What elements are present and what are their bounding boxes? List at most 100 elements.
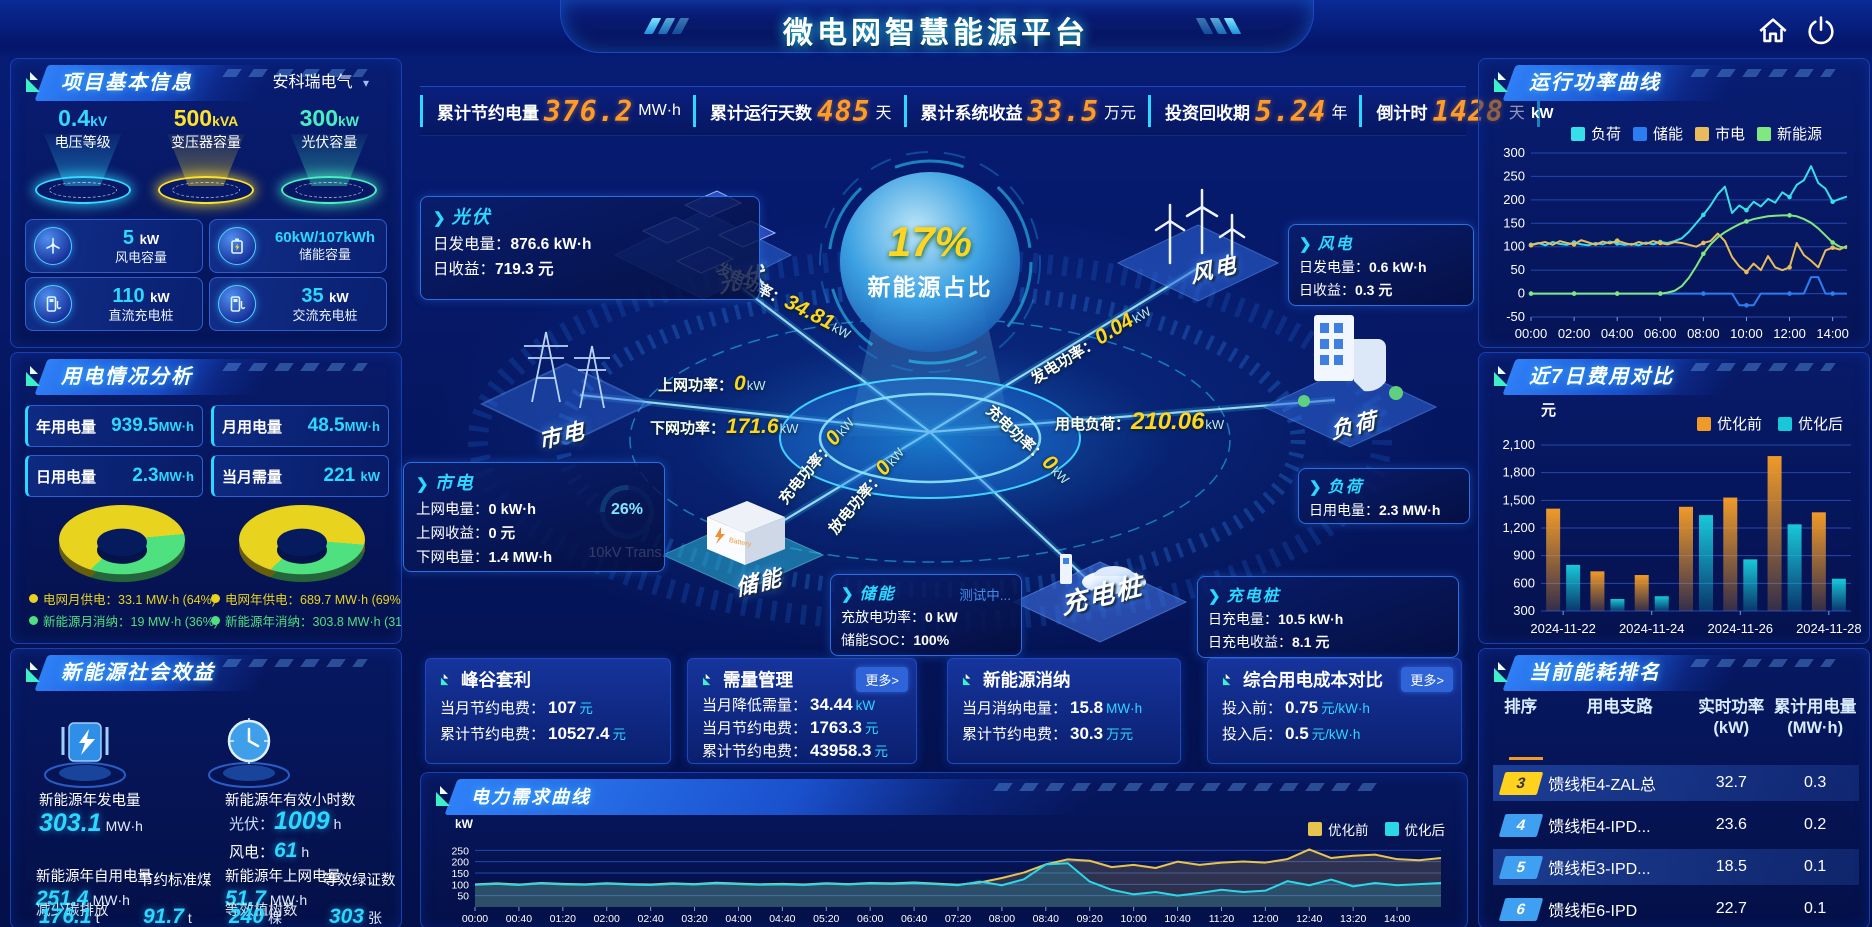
svg-text:900: 900 [1513, 548, 1535, 563]
legend-item[interactable]: 市电 [1695, 123, 1745, 144]
svg-text:05:20: 05:20 [813, 913, 839, 925]
cost-compare-chart: 300 600 900 1,200 1,500 1,800 2,100 2024-11-22 2… [1502, 437, 1861, 636]
rank-badge: 3 [1498, 771, 1543, 795]
y-axis-unit: kW [455, 817, 473, 831]
benefit-coal-label: 节约标准煤 [139, 873, 212, 889]
info-box-load: ❯ 负荷 日用电量：2.3 MW·h [1298, 468, 1470, 524]
rank-table-header: 排序 用电支路 实时功率 (kW) 累计用电量 (MW·h) [1504, 698, 1857, 737]
benefit-self-value: 251.4 MW·h [36, 887, 130, 910]
more-button[interactable]: 更多> [856, 667, 908, 692]
chevron-right-icon: ❯ [416, 476, 429, 493]
kpi-payback: 投资回收期 5.24 年 [1148, 95, 1359, 128]
y-axis-unit: 元 [1541, 402, 1557, 419]
benefit-hours-label: 新能源年有效小时数 [225, 793, 356, 809]
svg-text:12:40: 12:40 [1296, 913, 1322, 925]
run-legend: 负荷 储能 市电 新能源 [1571, 123, 1822, 144]
legend-item[interactable]: 优化前 [1696, 413, 1762, 434]
donut-year-supply [239, 505, 365, 582]
company-selector[interactable]: 安科瑞电气 ▾ [273, 63, 370, 103]
svg-text:00:40: 00:40 [506, 913, 532, 925]
panel-run-power: 运行功率曲线 kW 负荷 储能 市电 新能源 -50 0 50 100 150 200 25… [1478, 58, 1870, 348]
svg-text:08:00: 08:00 [1687, 326, 1720, 341]
svg-text:11:20: 11:20 [1209, 913, 1235, 925]
benefit-certs-label: 等效绿证数 [323, 873, 396, 889]
svg-text:Battery: Battery [729, 537, 752, 549]
svg-text:200: 200 [451, 857, 469, 869]
home-icon[interactable] [1756, 14, 1790, 48]
legend-renew-year: 新能源年消纳：303.8 MW·h (31%) [211, 611, 401, 630]
legend-item[interactable]: 优化前 [1308, 819, 1369, 839]
table-row[interactable]: 6 馈线柜6-IPD 22.7 0.1 [1493, 891, 1859, 927]
stat-storage-capacity: 60kW/107kWh 储能容量 [209, 219, 387, 273]
svg-text:100: 100 [1503, 239, 1525, 254]
svg-text:250: 250 [451, 845, 469, 857]
benefit-certs-value: 303 张 [329, 905, 383, 927]
header: 微电网智慧能源平台 [0, 0, 1872, 58]
kpi-run-days: 累计运行天数 485 天 [692, 95, 904, 128]
svg-text:06:00: 06:00 [1644, 326, 1677, 341]
benefit-coal-value: 91.7 t [143, 905, 192, 927]
svg-text:2,100: 2,100 [1502, 437, 1535, 452]
flow-grid-up: 上网功率：0kW [658, 372, 766, 395]
panel-usage-analysis: 用电情况分析 年用电量 939.5MW·h 月用电量 48.5MW·h 日用电量 2.… [10, 352, 402, 644]
hours-pedestal-icon [201, 705, 297, 794]
card-corner-icon [440, 673, 449, 686]
svg-text:08:40: 08:40 [1033, 913, 1059, 925]
wind-turbine-icon [34, 227, 72, 265]
legend-item[interactable]: 优化后 [1384, 819, 1445, 839]
info-box-wind: ❯ 风电 日发电量：0.6 kW·h 日收益：0.3 元 [1288, 224, 1474, 306]
panel-corner-icon [26, 72, 40, 92]
info-box-grid: ❯ 市电 上网电量：0 kW·h 上网收益：0 元 下网电量：1.4 MW·h [403, 462, 665, 572]
kpi-income: 累计系统收益 33.5 万元 [903, 95, 1148, 128]
card-cost-compare: 综合用电成本对比 更多> 投入前： 0.75 元/kW·h 投入后： 0.5 元/kW·… [1207, 658, 1462, 764]
legend-item[interactable]: 负荷 [1571, 123, 1621, 144]
panel-project-info: 项目基本信息 安科瑞电气 ▾ 0.4kV 电压等级 500kVA 变压器容量 3… [10, 58, 402, 348]
panel-usage-head: 用电情况分析 [17, 357, 395, 397]
svg-text:02:00: 02:00 [1558, 326, 1591, 341]
table-row[interactable]: 4 馈线柜4-IPD... 23.6 0.2 [1493, 807, 1859, 843]
svg-text:2024-11-24: 2024-11-24 [1619, 621, 1685, 636]
renewable-share: 17% 新能源占比 [845, 218, 1015, 302]
svg-text:2024-11-26: 2024-11-26 [1708, 621, 1774, 636]
panel-title: 项目基本信息 [61, 72, 193, 94]
svg-text:1,800: 1,800 [1502, 465, 1535, 480]
stat-year-usage: 年用电量 939.5MW·h [25, 405, 203, 447]
panel-project-head: 项目基本信息 安科瑞电气 ▾ [17, 63, 395, 103]
svg-text:150: 150 [1503, 215, 1525, 230]
demand-legend: 优化前 优化后 [1308, 819, 1445, 839]
table-row[interactable]: 5 馈线柜3-IPD... 18.5 0.1 [1493, 849, 1859, 885]
legend-item[interactable]: 优化后 [1777, 413, 1843, 434]
svg-text:2024-11-22: 2024-11-22 [1530, 621, 1596, 636]
stat-month-usage: 月用电量 48.5MW·h [211, 405, 389, 447]
benefit-ongrid-value: 51.7 MW·h [225, 887, 308, 910]
table-row[interactable]: 3 馈线柜4-ZAL总 32.7 0.3 [1493, 765, 1859, 801]
svg-text:14:00: 14:00 [1816, 326, 1849, 341]
panel-title: 当前能耗排名 [1529, 662, 1661, 684]
svg-text:04:00: 04:00 [725, 913, 751, 925]
legend-item[interactable]: 新能源 [1757, 123, 1822, 144]
benefit-ongrid-label: 新能源年上网电量 [225, 869, 341, 885]
rank-badge: 5 [1498, 855, 1543, 879]
panel-corner-icon [1494, 662, 1508, 682]
svg-text:-50: -50 [1506, 309, 1525, 324]
panel-title: 运行功率曲线 [1529, 72, 1661, 94]
power-icon[interactable] [1804, 14, 1838, 48]
more-button[interactable]: 更多> [1401, 667, 1453, 692]
svg-text:250: 250 [1503, 168, 1525, 183]
panel-corner-icon [1494, 366, 1508, 386]
cone-pv-capacity: 300kW 光伏容量 [270, 105, 388, 204]
svg-text:300: 300 [1503, 145, 1525, 160]
card-corner-icon [962, 673, 971, 686]
microgrid-scene: Battery [468, 151, 1438, 643]
donut-month-supply [59, 505, 185, 582]
legend-item[interactable]: 储能 [1633, 123, 1683, 144]
stat-dc-charger: 110 kW 直流充电桩 [25, 277, 203, 331]
benefit-hours-pv: 光伏：1009 h [229, 807, 342, 835]
rank-badge: 6 [1498, 897, 1543, 921]
kpi-countdown: 倒计时1428天 [1359, 95, 1540, 128]
svg-text:0: 0 [1518, 286, 1525, 301]
page-title: 微电网智慧能源平台 [783, 17, 1089, 50]
benefit-trees-value: 240 棵 [229, 905, 283, 927]
chevron-right-icon: ❯ [1208, 588, 1221, 605]
